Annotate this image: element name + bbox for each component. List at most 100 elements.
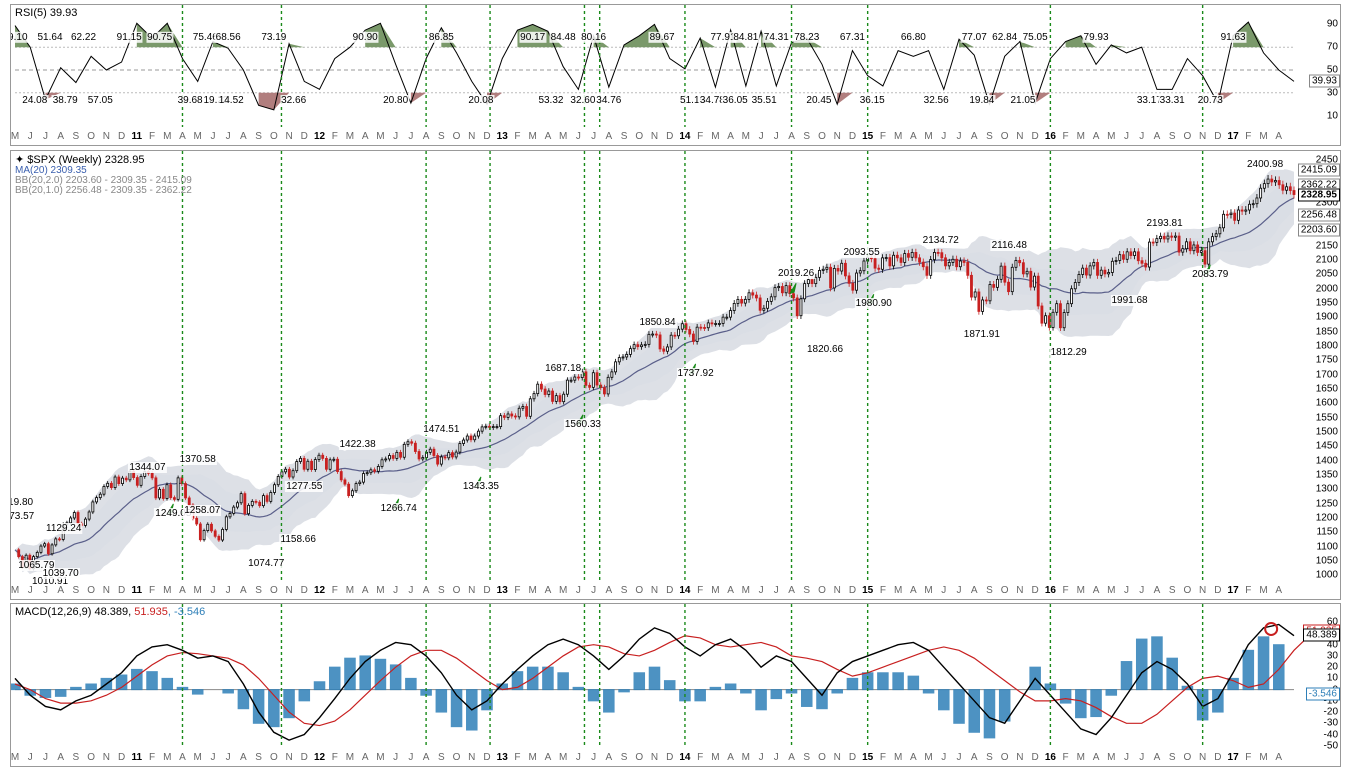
x-tick: M — [742, 131, 750, 142]
x-tick: J — [43, 752, 48, 763]
x-tick: 13 — [497, 131, 508, 142]
x-tick: F — [697, 131, 703, 142]
price-annotation: 1980.90 — [855, 298, 893, 309]
price-annotation: 1474.51 — [422, 424, 460, 435]
x-tick: O — [87, 752, 95, 763]
x-tick: F — [880, 131, 886, 142]
x-tick: 13 — [497, 752, 508, 763]
x-tick: A — [910, 585, 917, 596]
x-tick: O — [453, 752, 461, 763]
x-tick: 16 — [1045, 585, 1056, 596]
x-tick: S — [1169, 585, 1176, 596]
x-tick: A — [910, 752, 917, 763]
x-tick: D — [1032, 131, 1039, 142]
x-tick: J — [408, 752, 413, 763]
x-tick: J — [393, 585, 398, 596]
x-tick: J — [28, 752, 33, 763]
price-annotation: 2116.48 — [991, 240, 1028, 251]
x-tick: O — [818, 752, 826, 763]
x-tick: M — [529, 585, 537, 596]
x-tick: F — [1063, 585, 1069, 596]
x-tick: J — [1124, 752, 1129, 763]
x-tick: J — [941, 752, 946, 763]
x-tick: M — [346, 131, 354, 142]
x-tick: S — [1169, 131, 1176, 142]
x-tick: A — [57, 131, 64, 142]
x-tick: D — [1214, 585, 1221, 596]
x-tick: N — [1016, 585, 1023, 596]
x-tick: M — [346, 752, 354, 763]
x-tick: D — [1032, 752, 1039, 763]
x-tick: J — [28, 585, 33, 596]
x-tick: M — [376, 752, 384, 763]
x-tick: 12 — [314, 752, 325, 763]
x-tick: S — [73, 585, 80, 596]
x-tick: N — [468, 131, 475, 142]
x-tick: M — [1259, 585, 1267, 596]
x-tick: A — [1154, 131, 1161, 142]
x-tick: A — [727, 585, 734, 596]
x-tick: O — [1001, 752, 1009, 763]
x-tick: A — [179, 752, 186, 763]
macd-title: MACD(12,26,9) 48.389, 51.935, -3.546 — [15, 606, 205, 618]
x-tick: A — [545, 131, 552, 142]
x-tick: A — [727, 752, 734, 763]
x-tick: J — [957, 752, 962, 763]
rsi-current: 39.93 — [1309, 75, 1340, 88]
x-tick: A — [788, 131, 795, 142]
x-tick: S — [621, 131, 628, 142]
x-tick: J — [774, 131, 779, 142]
x-tick: O — [1001, 585, 1009, 596]
price-annotation: 1820.66 — [806, 344, 844, 355]
x-tick: J — [941, 131, 946, 142]
x-tick: O — [270, 752, 278, 763]
price-annotation: 2400.98 — [1246, 159, 1284, 170]
x-tick: A — [362, 752, 369, 763]
x-tick: N — [468, 585, 475, 596]
x-tick: A — [605, 752, 612, 763]
x-tick: D — [118, 585, 125, 596]
x-tick: N — [834, 131, 841, 142]
x-tick: N — [1199, 585, 1206, 596]
x-tick: M — [1107, 585, 1115, 596]
x-tick: A — [362, 585, 369, 596]
x-tick: D — [849, 752, 856, 763]
x-tick: A — [423, 752, 430, 763]
price-annotation: 1991.68 — [1110, 295, 1148, 306]
x-tick: A — [605, 131, 612, 142]
x-tick: S — [621, 585, 628, 596]
x-tick: A — [179, 585, 186, 596]
x-tick: J — [226, 131, 231, 142]
x-tick: J — [408, 585, 413, 596]
price-annotation: 1158.66 — [280, 534, 317, 545]
x-tick: A — [362, 131, 369, 142]
x-tick: O — [453, 131, 461, 142]
price-annotation: 1039.70 — [42, 568, 80, 579]
x-tick: F — [514, 131, 520, 142]
price-annotation: 2134.72 — [922, 235, 960, 246]
x-tick: N — [834, 585, 841, 596]
x-tick: N — [1199, 752, 1206, 763]
price-annotation: 2193.81 — [1145, 218, 1183, 229]
x-tick: N — [1199, 131, 1206, 142]
x-tick: M — [11, 752, 19, 763]
x-tick: M — [559, 585, 567, 596]
x-tick: D — [483, 131, 490, 142]
x-tick: 14 — [679, 752, 690, 763]
x-tick: S — [986, 752, 993, 763]
x-tick: A — [1275, 585, 1282, 596]
price-annotation: 1850.84 — [638, 317, 676, 328]
x-tick: M — [1077, 585, 1085, 596]
x-tick: S — [803, 585, 810, 596]
price-panel: 1000105011001150120012501300135014001450… — [10, 150, 1341, 600]
x-tick: S — [803, 752, 810, 763]
x-tick: A — [545, 585, 552, 596]
x-tick: A — [910, 131, 917, 142]
x-tick: J — [591, 585, 596, 596]
x-tick: M — [742, 585, 750, 596]
x-tick: D — [483, 585, 490, 596]
x-tick: A — [179, 131, 186, 142]
x-tick: J — [1139, 752, 1144, 763]
x-tick: 17 — [1228, 585, 1239, 596]
x-tick: S — [438, 752, 445, 763]
